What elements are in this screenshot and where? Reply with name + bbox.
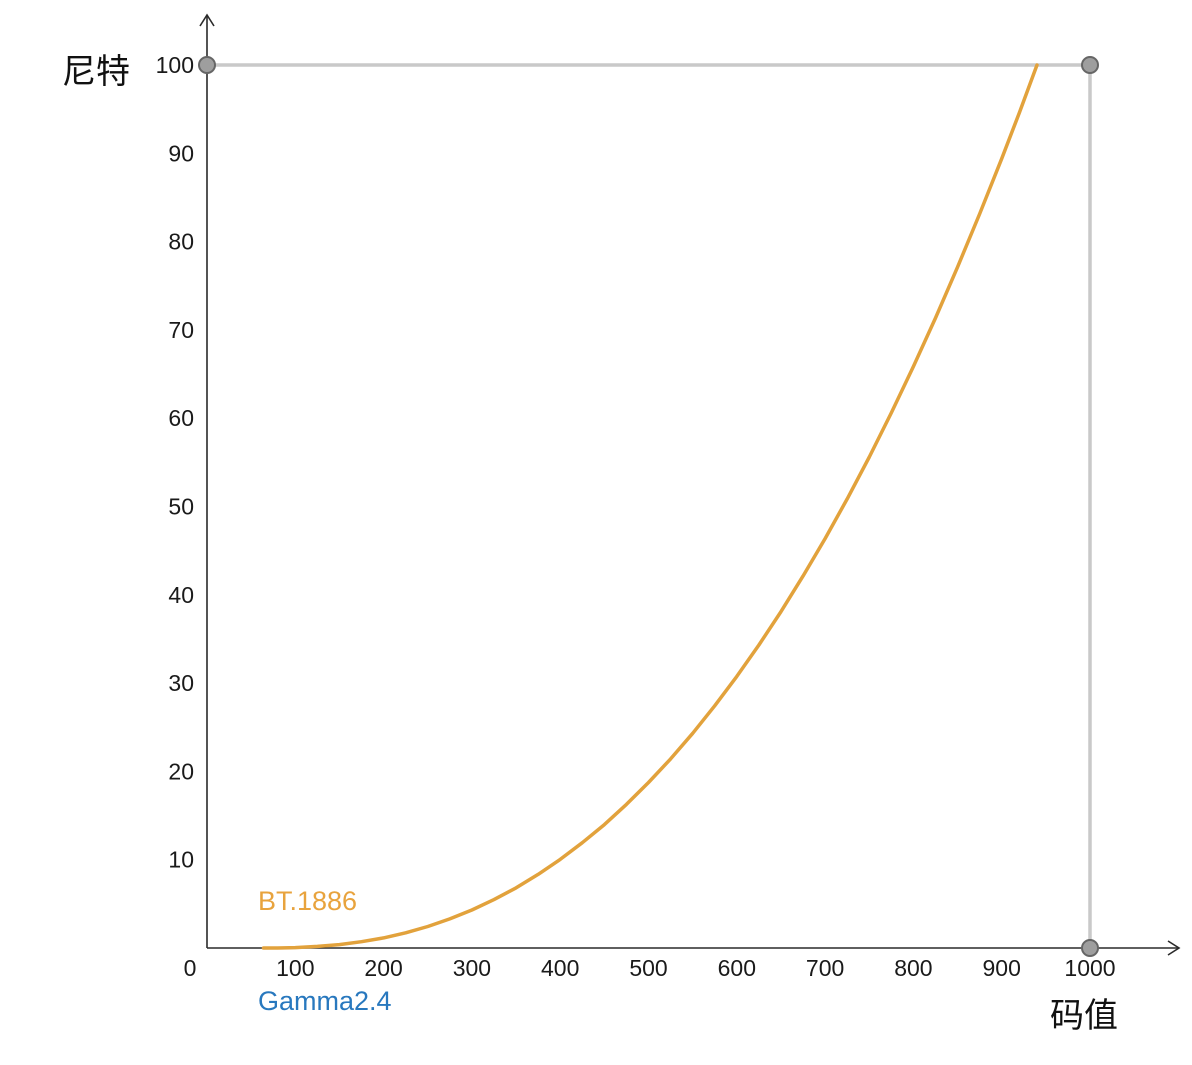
y-tick-label-80: 80 [168,229,194,255]
x-axis-arrow-icon [1167,940,1181,956]
y-tick-label-90: 90 [168,140,194,166]
x-tick-label-100: 100 [276,955,314,981]
y-tick-label-20: 20 [168,758,194,784]
x-tick-label-200: 200 [364,955,402,981]
x-tick-label-500: 500 [629,955,667,981]
x-tick-label-1000: 1000 [1064,955,1115,981]
y-axis-title: 尼特 [62,53,130,91]
y-tick-label-100: 100 [156,52,194,78]
x-tick-label-300: 300 [453,955,491,981]
curve-label-bt1886: BT.1886 [258,886,358,916]
y-tick-label-70: 70 [168,317,194,343]
x-tick-label-600: 600 [718,955,756,981]
y-tick-label-10: 10 [168,847,194,873]
x-tick-label-0: 0 [184,955,197,981]
reference-point-1 [1081,56,1099,74]
x-tick-label-900: 900 [983,955,1021,981]
y-axis-arrow-icon [199,13,215,27]
x-tick-label-800: 800 [894,955,932,981]
reference-point-2 [1081,939,1099,957]
y-tick-label-50: 50 [168,494,194,520]
y-tick-label-30: 30 [168,670,194,696]
x-axis-title: 码值 [1050,997,1118,1035]
x-tick-label-400: 400 [541,955,579,981]
y-tick-label-60: 60 [168,405,194,431]
series-curve-bt1886 [261,63,1039,950]
x-tick-label-700: 700 [806,955,844,981]
gamma-label: Gamma2.4 [258,986,392,1016]
y-tick-label-40: 40 [168,582,194,608]
reference-point-0 [198,56,216,74]
